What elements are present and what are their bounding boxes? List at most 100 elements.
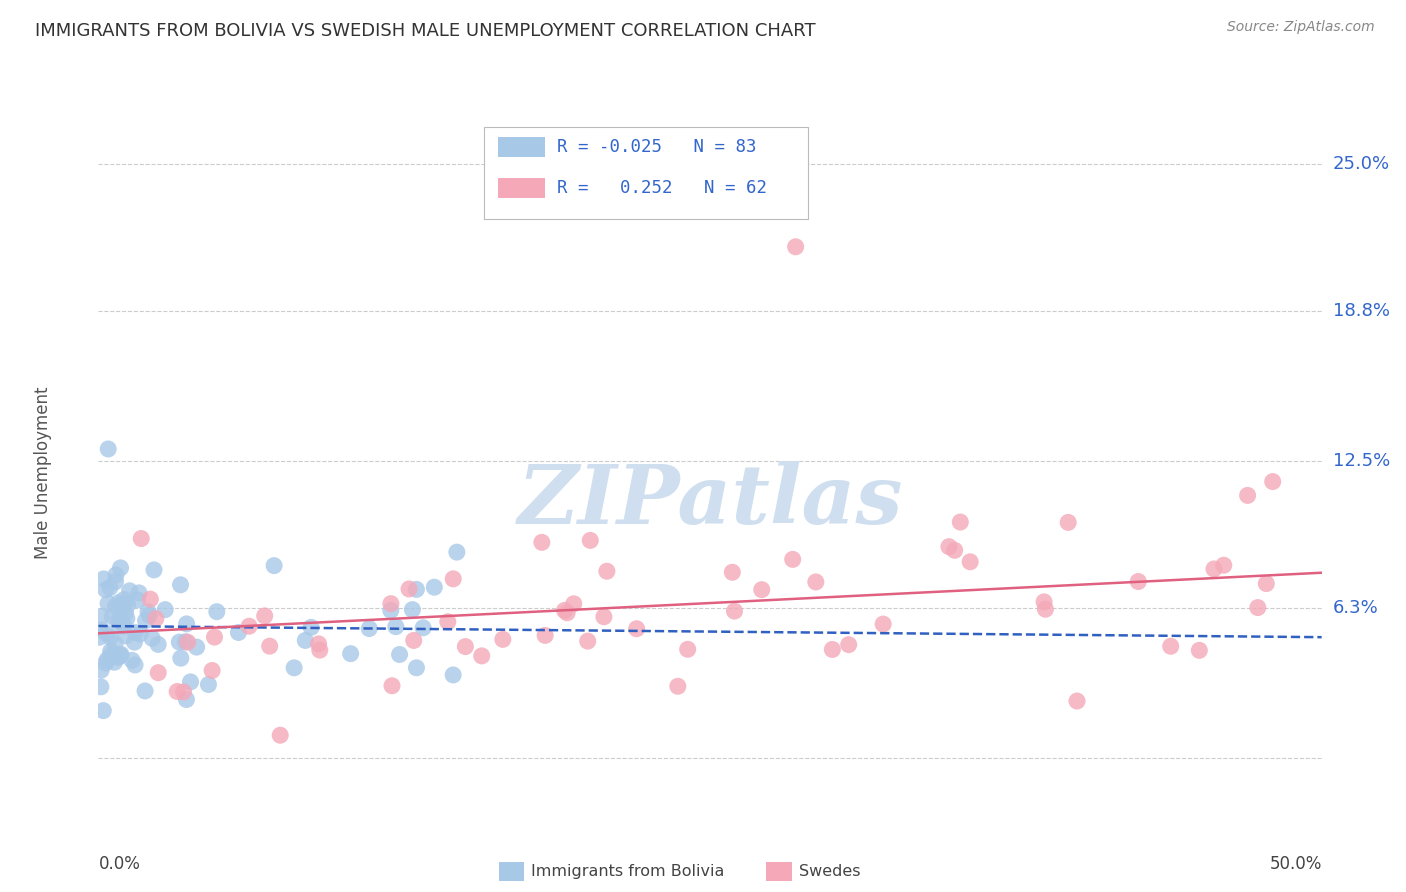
Point xyxy=(145,611,167,625)
Point xyxy=(454,640,477,654)
Point xyxy=(112,592,135,607)
Point xyxy=(339,647,361,661)
Point xyxy=(98,581,121,595)
Point xyxy=(129,532,152,546)
Point xyxy=(139,592,162,607)
Point xyxy=(626,622,648,636)
Point xyxy=(170,651,193,665)
Point xyxy=(204,630,226,644)
Point xyxy=(785,240,807,254)
Point xyxy=(169,635,191,649)
Point xyxy=(121,653,143,667)
Point xyxy=(471,648,494,663)
Point xyxy=(105,568,128,582)
Point xyxy=(949,515,972,529)
Point xyxy=(308,637,330,651)
Point xyxy=(107,614,129,628)
Point xyxy=(127,593,149,607)
Point xyxy=(666,679,689,693)
Point xyxy=(821,642,844,657)
Point xyxy=(283,661,305,675)
Text: ZIPatlas: ZIPatlas xyxy=(517,461,903,541)
Point xyxy=(1188,643,1211,657)
Point xyxy=(398,582,420,596)
Point xyxy=(205,605,228,619)
Point xyxy=(176,616,198,631)
Point xyxy=(153,602,176,616)
Point xyxy=(380,597,402,611)
Point xyxy=(135,614,157,628)
Point xyxy=(436,615,458,629)
Point xyxy=(401,602,423,616)
Point xyxy=(134,684,156,698)
Point xyxy=(112,598,135,612)
Point xyxy=(186,640,208,654)
Point xyxy=(112,618,135,632)
Point xyxy=(1035,602,1057,616)
Point xyxy=(166,684,188,698)
Point xyxy=(97,596,120,610)
Point xyxy=(98,630,121,644)
Point xyxy=(96,652,118,666)
Point xyxy=(94,582,117,597)
Text: 50.0%: 50.0% xyxy=(1270,855,1322,872)
Point xyxy=(723,604,745,618)
Point xyxy=(1128,574,1150,589)
Point xyxy=(173,685,195,699)
Point xyxy=(100,644,122,658)
Text: IMMIGRANTS FROM BOLIVIA VS SWEDISH MALE UNEMPLOYMENT CORRELATION CHART: IMMIGRANTS FROM BOLIVIA VS SWEDISH MALE … xyxy=(35,22,815,40)
Point xyxy=(129,627,152,641)
Point xyxy=(838,638,860,652)
Point xyxy=(492,632,515,647)
Text: Male Unemployment: Male Unemployment xyxy=(34,386,52,559)
Point xyxy=(1212,558,1234,573)
Point xyxy=(201,664,224,678)
Point xyxy=(110,599,132,613)
Point xyxy=(412,621,434,635)
Point xyxy=(308,643,330,657)
Point xyxy=(782,552,804,566)
Point xyxy=(253,608,276,623)
Point xyxy=(380,603,402,617)
Point xyxy=(402,633,425,648)
Point xyxy=(108,611,131,625)
Point xyxy=(1202,562,1225,576)
Point xyxy=(385,620,408,634)
Point xyxy=(1236,488,1258,502)
Text: R =   0.252   N = 62: R = 0.252 N = 62 xyxy=(557,179,768,197)
Point xyxy=(117,598,139,612)
Point xyxy=(751,582,773,597)
Point xyxy=(136,605,159,619)
Point xyxy=(1256,576,1278,591)
Point xyxy=(405,582,427,597)
Point xyxy=(804,574,827,589)
Point xyxy=(114,629,136,643)
Point xyxy=(90,663,112,677)
Point xyxy=(441,668,464,682)
Point xyxy=(1066,694,1088,708)
FancyBboxPatch shape xyxy=(498,136,546,157)
Point xyxy=(128,586,150,600)
Point xyxy=(96,626,118,640)
Point xyxy=(174,634,197,648)
Point xyxy=(89,630,111,644)
Point xyxy=(176,692,198,706)
Point xyxy=(405,661,427,675)
Point xyxy=(114,606,136,620)
Point xyxy=(94,656,117,670)
Point xyxy=(238,619,260,633)
Point xyxy=(269,728,291,742)
Point xyxy=(593,609,616,624)
Point xyxy=(959,555,981,569)
Point xyxy=(115,611,138,625)
Text: Swedes: Swedes xyxy=(799,864,860,879)
Point xyxy=(359,622,381,636)
Point xyxy=(1261,475,1284,489)
Point xyxy=(91,704,114,718)
Point xyxy=(146,637,169,651)
Point xyxy=(197,677,219,691)
Text: 25.0%: 25.0% xyxy=(1333,154,1391,172)
Point xyxy=(180,674,202,689)
Text: 0.0%: 0.0% xyxy=(98,855,141,872)
Point xyxy=(534,628,557,642)
